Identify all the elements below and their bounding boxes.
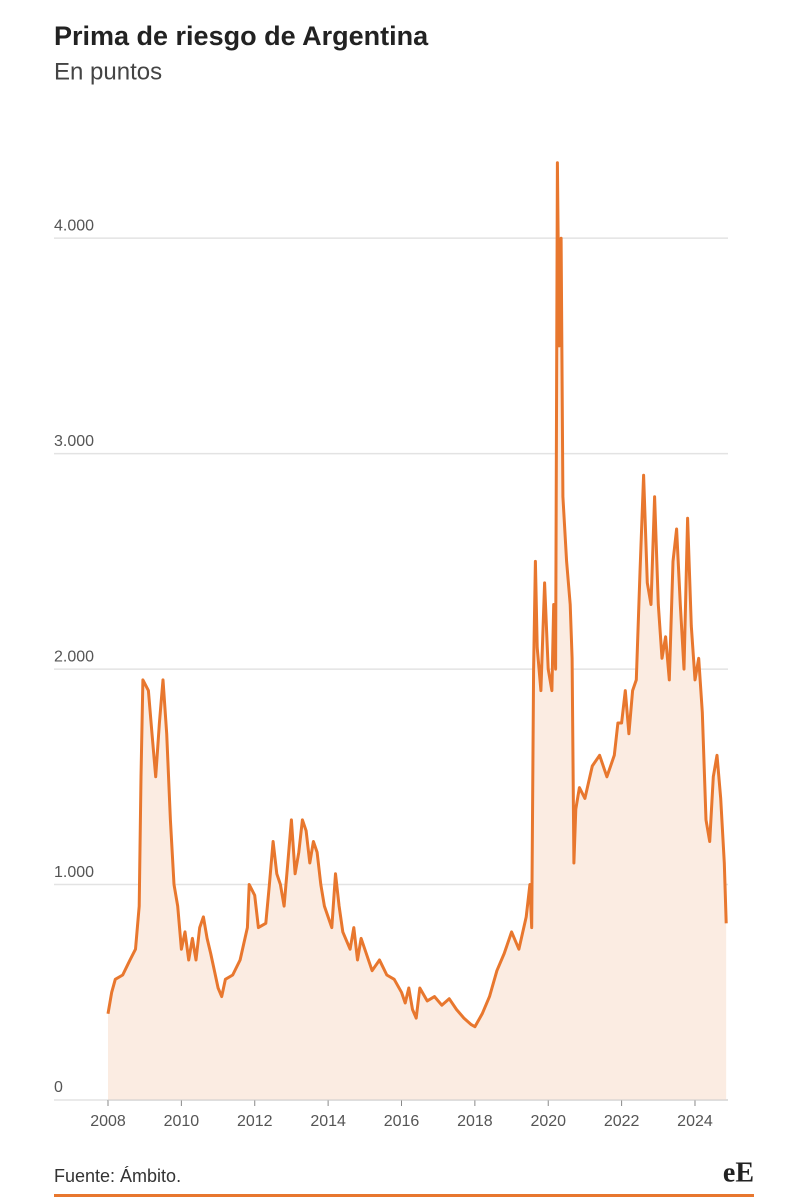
logo: eE — [723, 1157, 754, 1188]
x-tick-label: 2022 — [604, 1113, 640, 1130]
source: Fuente: Ámbito. — [54, 1166, 181, 1186]
y-tick-label: 1.000 — [54, 864, 94, 881]
y-tick-label: 4.000 — [54, 217, 94, 234]
x-tick-label: 2008 — [90, 1113, 126, 1130]
footer-rule — [54, 1194, 754, 1197]
x-tick-label: 2020 — [530, 1113, 566, 1130]
x-tick-label: 2012 — [237, 1113, 273, 1130]
x-tick-label: 2024 — [677, 1113, 713, 1130]
chart-subtitle: En puntos — [54, 58, 162, 85]
y-tick-label: 3.000 — [54, 433, 94, 450]
area-fill — [108, 162, 727, 1101]
x-tick-label: 2014 — [310, 1113, 346, 1130]
line — [106, 161, 728, 1029]
y-tick-label: 0 — [54, 1079, 63, 1096]
x-tick-label: 2010 — [164, 1113, 200, 1130]
chart-title: Prima de riesgo de Argentina — [54, 21, 429, 51]
y-tick-label: 2.000 — [54, 648, 94, 665]
x-tick-label: 2016 — [384, 1113, 420, 1130]
x-tick-label: 2018 — [457, 1113, 493, 1130]
